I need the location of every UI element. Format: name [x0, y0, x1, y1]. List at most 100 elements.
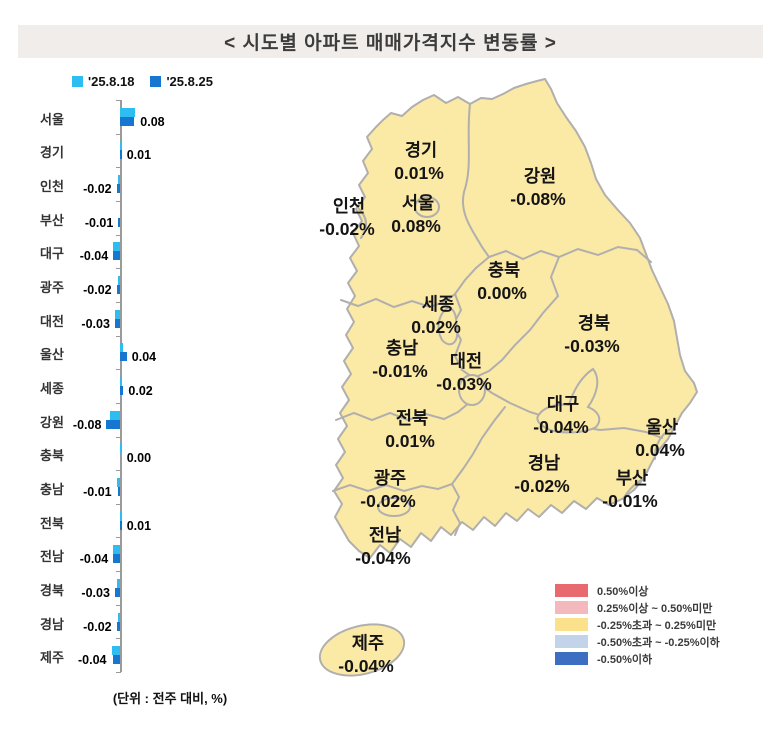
map-region-label: 충북 0.00% — [477, 260, 527, 303]
category-label: 충북 — [40, 448, 64, 464]
map-region-name: 대전 — [450, 351, 482, 371]
map-legend-label: -0.50%초과 ~ -0.25%이하 — [597, 636, 720, 649]
map-region-name: 광주 — [374, 468, 406, 488]
map-legend-label: -0.50%이하 — [597, 653, 653, 666]
legend-swatch-curr — [150, 76, 162, 87]
value-label: -0.01 — [84, 215, 114, 230]
axis-tick — [116, 604, 121, 606]
chart-legend: '25.8.18 '25.8.25 — [72, 74, 213, 89]
axis-tick — [116, 436, 121, 438]
border-gyeonggi-gangwon — [461, 103, 490, 258]
bar-prev — [118, 276, 120, 286]
border-chungbuk-gyeongbuk — [477, 256, 560, 377]
axis-tick — [116, 402, 121, 404]
map-legend-row: 0.50%이상 — [555, 584, 720, 598]
region-sejong-shape — [437, 305, 459, 346]
map-region-value: 0.04% — [635, 440, 685, 460]
axis-tick — [116, 335, 121, 337]
border-chungbuk-west — [451, 293, 473, 378]
title-bar: < 시도별 아파트 매매가격지수 변동률 > — [18, 25, 763, 58]
legend-label-curr: '25.8.25 — [166, 74, 213, 89]
bar-curr — [120, 116, 134, 126]
border-jeonbuk-east — [451, 406, 506, 485]
bar-prev — [120, 141, 122, 151]
border-busan — [622, 478, 644, 500]
map-region-label: 인천 -0.02% — [319, 196, 375, 239]
map-region-name: 인천 — [333, 196, 365, 216]
map-region-label: 전남 -0.04% — [355, 525, 411, 568]
map-region-label: 강원 -0.08% — [510, 166, 566, 209]
legend-item-curr: '25.8.25 — [150, 74, 213, 89]
map-legend-label: 0.25%이상 ~ 0.50%미만 — [597, 602, 713, 615]
value-label: 0.01 — [126, 518, 152, 533]
map-region-name: 경남 — [528, 453, 560, 473]
value-label: 0.08 — [140, 114, 165, 129]
map-region-name: 강원 — [524, 166, 556, 186]
map-region-label: 충남 -0.01% — [372, 338, 428, 381]
map-region-value: -0.02% — [514, 476, 570, 496]
map-region-label: 광주 -0.02% — [360, 468, 416, 511]
bar-curr — [113, 655, 120, 665]
bar-curr — [120, 150, 122, 160]
map-legend-label: 0.50%이상 — [597, 585, 649, 598]
map-region-value: -0.03% — [564, 336, 620, 356]
bar-curr — [120, 386, 124, 396]
bar-curr — [116, 285, 120, 295]
value-label: -0.02 — [83, 619, 112, 634]
map-region-label: 경기 0.01% — [394, 140, 444, 183]
map-legend-row: -0.25%초과 ~ 0.25%미만 — [555, 618, 720, 632]
jeju-island — [318, 623, 406, 677]
map-region-name: 대구 — [547, 394, 579, 414]
map-region-label: 부산 -0.01% — [602, 468, 658, 511]
bar-curr — [116, 184, 120, 194]
map-region-value: -0.01% — [372, 361, 428, 381]
unit-note: (단위 : 전주 대비, %) — [112, 691, 228, 706]
map-legend-label: -0.25%초과 ~ 0.25%미만 — [597, 619, 717, 632]
bar-prev — [113, 545, 120, 555]
category-label: 충남 — [40, 481, 64, 497]
category-label: 부산 — [40, 212, 64, 228]
axis-tick — [116, 537, 121, 539]
map-legend-swatch — [555, 584, 588, 597]
legend-swatch-prev — [72, 76, 83, 87]
axis-tick — [116, 369, 121, 371]
axis-tick — [116, 133, 121, 135]
map-legend-swatch — [555, 635, 588, 648]
bar-prev — [111, 646, 120, 656]
region-daegu-shape — [536, 367, 601, 434]
axis-tick — [116, 200, 121, 202]
map-legend-row: -0.50%초과 ~ -0.25%이하 — [555, 635, 720, 649]
map-region-label: 전북 0.01% — [385, 408, 435, 451]
map-region-name: 세종 — [422, 294, 454, 314]
category-label: 대전 — [40, 313, 64, 329]
map-region-label: 대구 -0.04% — [533, 394, 589, 437]
map-region-value: -0.08% — [510, 189, 566, 209]
bar-prev — [120, 377, 122, 387]
map-region-value: -0.03% — [436, 374, 492, 394]
map-region-label: 세종 0.02% — [411, 294, 461, 337]
map-region-label: 제주 -0.04% — [338, 633, 394, 676]
axis-tick — [116, 301, 121, 303]
map-region-name: 서울 — [402, 193, 434, 213]
map-legend-row: 0.25%이상 ~ 0.50%미만 — [555, 601, 720, 615]
map-region-value: 0.01% — [394, 163, 444, 183]
border-incheon — [358, 208, 367, 239]
value-label: 0.01 — [126, 148, 152, 163]
category-label: 경기 — [40, 145, 64, 161]
category-label: 전남 — [40, 549, 64, 565]
bar-prev — [109, 410, 120, 420]
axis-tick — [116, 268, 121, 270]
map-region-label: 경북 -0.03% — [564, 313, 620, 356]
axis-tick — [116, 100, 121, 101]
map-region-value: -0.04% — [355, 548, 411, 568]
bar-prev — [120, 343, 124, 353]
axis-tick — [116, 672, 121, 674]
bar-prev — [114, 309, 120, 319]
value-label: 0.04 — [131, 350, 157, 365]
value-label: -0.02 — [83, 283, 112, 298]
bar-prev — [118, 612, 120, 622]
category-label: 제주 — [40, 650, 64, 666]
map-region-label: 서울 0.08% — [391, 193, 441, 236]
category-label: 경북 — [40, 582, 64, 598]
